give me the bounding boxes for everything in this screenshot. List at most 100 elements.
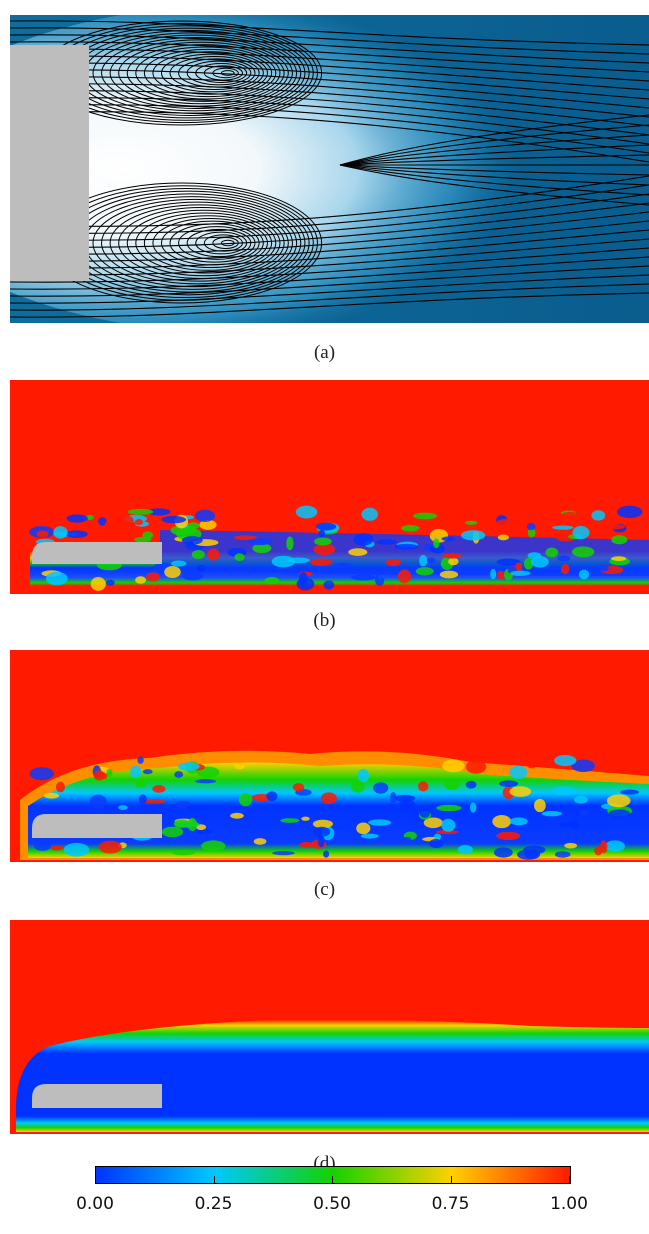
flow-structure [530, 556, 549, 568]
flow-structure [496, 831, 521, 841]
flow-structure [564, 842, 578, 849]
flow-structure [433, 833, 442, 840]
flow-structure [127, 508, 154, 515]
vortex-streamline [118, 41, 285, 105]
flow-structure [351, 574, 376, 581]
flow-structure [401, 837, 412, 842]
flow-structure [415, 567, 434, 576]
streamline [339, 114, 649, 166]
flow-structure [620, 789, 640, 795]
flow-structure [457, 508, 474, 519]
flow-structure [104, 520, 116, 531]
vortex-streamline [212, 237, 239, 249]
body-shape [32, 814, 162, 838]
flow-structure [419, 808, 430, 818]
flow-structure [534, 798, 546, 813]
flow-structure [554, 755, 577, 767]
flow-structure [571, 819, 580, 830]
flow-structure [393, 794, 416, 802]
flow-structure [310, 558, 333, 566]
vortex-streamline [143, 215, 273, 271]
vortex-streamline [126, 44, 281, 102]
flow-structure [435, 829, 459, 835]
flow-structure [510, 570, 531, 576]
flow-structure [606, 794, 631, 808]
panel-c-volume-fraction [10, 650, 649, 862]
flow-structure [135, 576, 147, 584]
flow-structure [171, 850, 196, 856]
flow-structure [171, 560, 187, 567]
colorbar-tick-mark [332, 1176, 333, 1183]
flow-structure [444, 778, 460, 791]
flow-structure [376, 539, 397, 545]
vortex-streamline [195, 231, 248, 255]
flow-structure [497, 534, 509, 541]
streamline [10, 220, 649, 262]
flow-structure [442, 759, 465, 773]
flow-structure [579, 809, 589, 816]
vortex-streamline [101, 37, 293, 109]
flow-structure [89, 794, 107, 809]
vortex-streamline [169, 55, 260, 91]
flow-structure [191, 550, 205, 560]
flow-structure [174, 771, 184, 778]
colorbar [95, 1166, 571, 1184]
flow-structure [173, 819, 189, 828]
flow-structure [439, 570, 459, 579]
flow-structure [53, 526, 68, 539]
flow-structure [350, 780, 365, 793]
flow-structure [264, 576, 280, 585]
streamline [10, 274, 649, 304]
flow-structure [313, 826, 331, 837]
flow-structure [469, 802, 477, 813]
flow-structure [253, 838, 267, 845]
flow-structure [526, 760, 537, 769]
streamline [10, 20, 649, 46]
flow-structure [105, 579, 115, 586]
flow-structure [611, 556, 627, 561]
vortex-streamline [101, 201, 293, 285]
flow-structure [63, 842, 90, 857]
flow-structure [571, 546, 595, 558]
flow-structure [561, 563, 570, 575]
panel-d-volume-fraction [10, 920, 649, 1134]
vortex-streamline [92, 34, 298, 112]
flow-structure [361, 507, 379, 521]
caption-b: (b) [313, 610, 336, 631]
vortex-streamline [109, 39, 289, 107]
flow-structure [196, 828, 214, 835]
flow-structure [312, 819, 333, 829]
colorbar-tick-label: 0.75 [431, 1194, 470, 1214]
streamline [10, 247, 649, 283]
streamline [339, 124, 649, 166]
streamline [339, 164, 649, 176]
flow-structure [429, 543, 445, 554]
vortex-streamline [169, 223, 260, 263]
streamline [339, 154, 649, 166]
streamline [10, 27, 649, 55]
vortex-streamline [143, 48, 273, 98]
flow-structure [545, 547, 559, 558]
colorbar-tick-mark [213, 1176, 215, 1183]
flow-structure [207, 548, 220, 561]
flow-structure [557, 555, 571, 562]
streamline [10, 292, 649, 318]
vortex-streamline [109, 204, 289, 282]
streamline [10, 265, 649, 297]
flow-structure [45, 571, 68, 586]
flow-structure [313, 543, 336, 556]
flow-structure [356, 822, 371, 835]
body-shape [32, 542, 162, 564]
flow-structure [272, 850, 295, 856]
flow-structure [465, 520, 478, 525]
flow-structure [65, 530, 88, 538]
flow-structure [385, 559, 402, 566]
vortex-streamline [178, 58, 256, 88]
flow-structure [98, 517, 107, 526]
flow-structure [199, 519, 217, 530]
streamline [10, 238, 649, 276]
flow-structure [50, 845, 64, 851]
flow-structure [230, 812, 244, 819]
flow-structure [357, 768, 370, 783]
flow-structure [66, 514, 88, 523]
